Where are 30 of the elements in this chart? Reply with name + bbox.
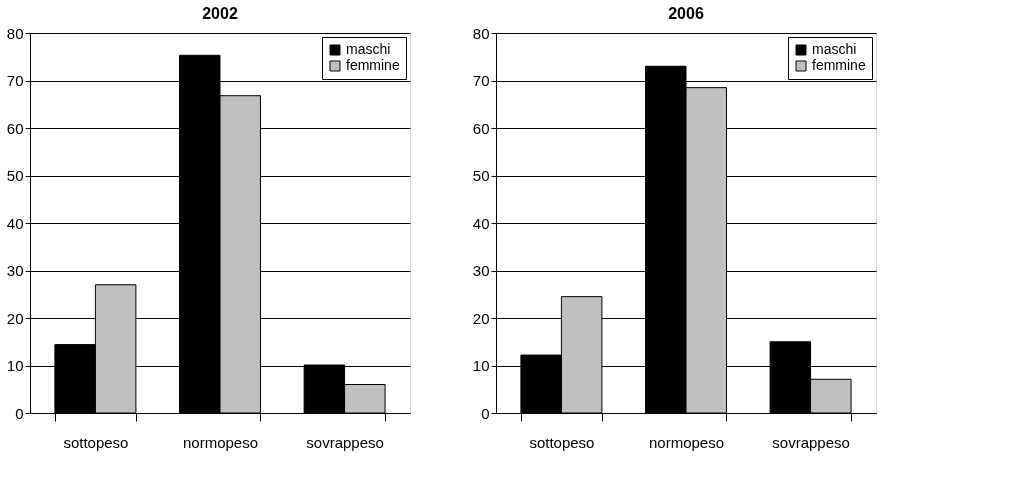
y-tick-label: 30 xyxy=(472,262,490,279)
x-tick-label: sovrappeso xyxy=(772,433,850,451)
chart-title: 2006 xyxy=(668,5,704,22)
x-tick-label: sottopeso xyxy=(63,433,129,451)
legend-label: maschi xyxy=(346,41,391,57)
y-tick-label: 50 xyxy=(472,167,490,184)
x-tick-label: sottopeso xyxy=(529,433,595,451)
y-tick-label: 60 xyxy=(472,119,490,137)
legend-label: femmine xyxy=(346,57,400,73)
y-tick-label: 50 xyxy=(6,167,24,184)
y-tick-label: 10 xyxy=(472,357,490,374)
y-tick-label: 10 xyxy=(6,357,24,374)
y-tick-label: 0 xyxy=(15,404,24,422)
y-tick-label: 70 xyxy=(472,72,490,89)
x-tick-label: sovrappeso xyxy=(306,433,384,451)
y-tick-label: 80 xyxy=(472,24,490,42)
x-tick-label: normopeso xyxy=(182,433,259,451)
y-tick-label: 60 xyxy=(6,119,24,137)
y-tick-label: 20 xyxy=(6,309,24,327)
x-tick-label: normopeso xyxy=(648,433,725,451)
y-tick-label: 70 xyxy=(6,72,24,89)
y-tick-label: 30 xyxy=(6,262,24,279)
y-tick-label: 40 xyxy=(6,214,24,232)
y-tick-label: 40 xyxy=(472,214,490,232)
y-tick-label: 80 xyxy=(6,24,24,42)
y-tick-label: 0 xyxy=(481,404,490,422)
legend-label: maschi xyxy=(812,41,857,57)
legend-label: femmine xyxy=(812,57,866,73)
chart-title: 2002 xyxy=(202,5,238,22)
y-tick-label: 20 xyxy=(472,309,490,327)
